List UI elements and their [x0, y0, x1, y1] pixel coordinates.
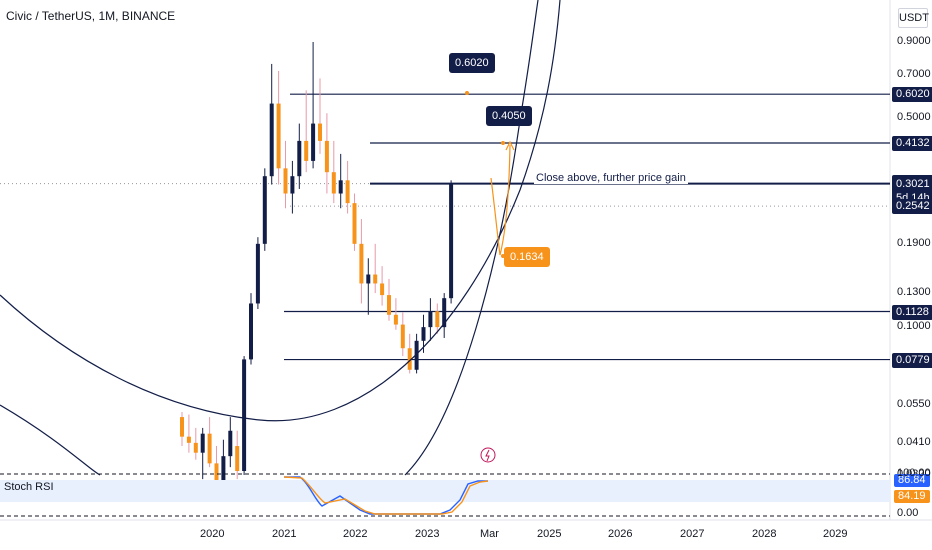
candle-body [449, 183, 454, 299]
time-axis-label: 2022 [343, 528, 368, 540]
candle-body [249, 303, 253, 360]
candle-body [290, 176, 295, 194]
candle-body [297, 140, 302, 177]
target-label-1: 0.6020 [449, 53, 495, 73]
price-tag-label: 0.1128 [896, 305, 929, 318]
lightning-icon [485, 449, 490, 462]
projection-path [490, 144, 511, 256]
candle-body [186, 436, 191, 443]
candle-body [324, 140, 329, 173]
arc-curve-outer-left [0, 404, 101, 476]
price-tag-label: 0.3021 [896, 177, 930, 190]
time-axis-label: Mar [480, 528, 499, 540]
note-text: Close above, further price gain [534, 172, 688, 184]
currency-label[interactable]: USDT [898, 8, 929, 28]
time-axis-label: 2021 [272, 528, 297, 540]
candle-body [428, 311, 433, 328]
candle-body [373, 274, 378, 284]
candle-body [345, 180, 350, 204]
candle-body [180, 417, 184, 437]
candle-body [442, 298, 447, 328]
price-tick: 0.9000 [897, 35, 931, 47]
event-icon [480, 447, 496, 463]
candle-body [242, 359, 247, 472]
stoch-rsi-d-value: 84.19 [894, 490, 930, 503]
price-tick: 0.1000 [897, 320, 931, 333]
projection-arrow [505, 140, 515, 151]
price-tag: 0.0779 [892, 352, 932, 368]
time-axis-label: 2029 [823, 528, 848, 540]
stoch-rsi-top-tick: 100.00 [897, 467, 931, 479]
price-tag: 0.4132 [892, 136, 932, 152]
candle-body [352, 203, 357, 244]
candle-body [304, 140, 309, 161]
candle-body [276, 103, 281, 169]
candle-body [435, 311, 440, 328]
candle-body [255, 243, 260, 304]
candle-body [262, 176, 267, 244]
candle-body [269, 103, 274, 177]
candle-body [283, 168, 288, 194]
candle-body [221, 456, 226, 484]
target-marker-2 [501, 141, 505, 145]
candle-body [318, 123, 322, 141]
candle-body [421, 327, 426, 341]
candle-body [207, 433, 212, 464]
candle-body [311, 123, 316, 161]
candle-body [228, 430, 233, 457]
time-axis-label: 2028 [752, 528, 777, 540]
arc-curve-inner [0, 0, 561, 422]
time-axis-label: 2027 [680, 528, 705, 540]
arc-curve-outer [404, 0, 539, 476]
candle-body [380, 283, 385, 296]
price-tag-label: 0.2542 [896, 200, 930, 213]
price-tag: 0.1128 [892, 304, 932, 320]
target-label-2: 0.4050 [486, 106, 532, 126]
candle-body [366, 274, 371, 284]
price-tick: 0.0550 [897, 397, 931, 410]
time-axis-label: 2020 [200, 528, 225, 540]
target-marker-1 [465, 91, 469, 95]
chart-title: Civic / TetherUS, 1M, BINANCE [6, 9, 176, 23]
stoch-rsi-k-value: 86.84 [894, 474, 930, 487]
price-tag-label: 0.0779 [896, 353, 930, 366]
candle-body [235, 446, 240, 472]
candle-body [214, 463, 219, 484]
price-tag-label: 0.4132 [896, 137, 930, 150]
candle-body [407, 348, 412, 370]
candle-body [359, 243, 364, 284]
stoch-rsi-label: Stoch RSI [4, 481, 54, 493]
stoch-rsi-d-line [283, 476, 489, 515]
rsi-band [0, 480, 890, 502]
price-tag: 0.2542 [892, 199, 932, 215]
time-axis-label: 2026 [608, 528, 633, 540]
price-tick: 0.7000 [897, 67, 931, 80]
price-tick: 0.1300 [897, 286, 931, 299]
candle-body [331, 172, 336, 194]
price-tag-label: 0.6020 [896, 88, 930, 101]
price-tick: 0.5000 [897, 111, 931, 124]
stoch-rsi-bottom-tick: 0.00 [897, 507, 919, 519]
stoch-rsi-k-line [284, 476, 488, 515]
candle-body [338, 180, 343, 194]
candle-body [193, 442, 198, 453]
price-tick: 0.0410 [897, 435, 931, 448]
candle-body [414, 340, 419, 370]
candle-body [393, 314, 398, 325]
time-axis-label: 2025 [537, 528, 562, 540]
candle-body [387, 295, 391, 315]
price-tick: 0.1900 [897, 236, 931, 249]
candle-body [200, 433, 205, 453]
candle-body [400, 324, 405, 349]
price-tag: 0.6020 [892, 87, 932, 103]
time-axis-label: 2023 [415, 528, 440, 540]
low-price-tag: 0.1634 [504, 247, 550, 267]
